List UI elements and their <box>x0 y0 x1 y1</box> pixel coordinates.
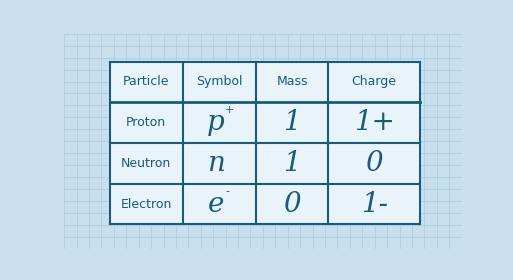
Text: Neutron: Neutron <box>121 157 171 170</box>
Text: -: - <box>226 186 230 197</box>
Text: 0: 0 <box>283 191 301 218</box>
Text: n: n <box>207 150 225 177</box>
Text: Proton: Proton <box>126 116 166 129</box>
Text: e: e <box>208 191 224 218</box>
Text: Electron: Electron <box>121 198 172 211</box>
Text: 1: 1 <box>283 109 301 136</box>
Text: 1: 1 <box>283 150 301 177</box>
Text: 1-: 1- <box>361 191 388 218</box>
Text: p: p <box>207 109 225 136</box>
Text: 0: 0 <box>365 150 383 177</box>
Text: Particle: Particle <box>123 76 169 88</box>
Text: Symbol: Symbol <box>196 76 243 88</box>
FancyBboxPatch shape <box>110 62 420 224</box>
Text: +: + <box>224 105 234 115</box>
Text: Mass: Mass <box>277 76 308 88</box>
Text: Charge: Charge <box>352 76 397 88</box>
Text: 1+: 1+ <box>354 109 394 136</box>
